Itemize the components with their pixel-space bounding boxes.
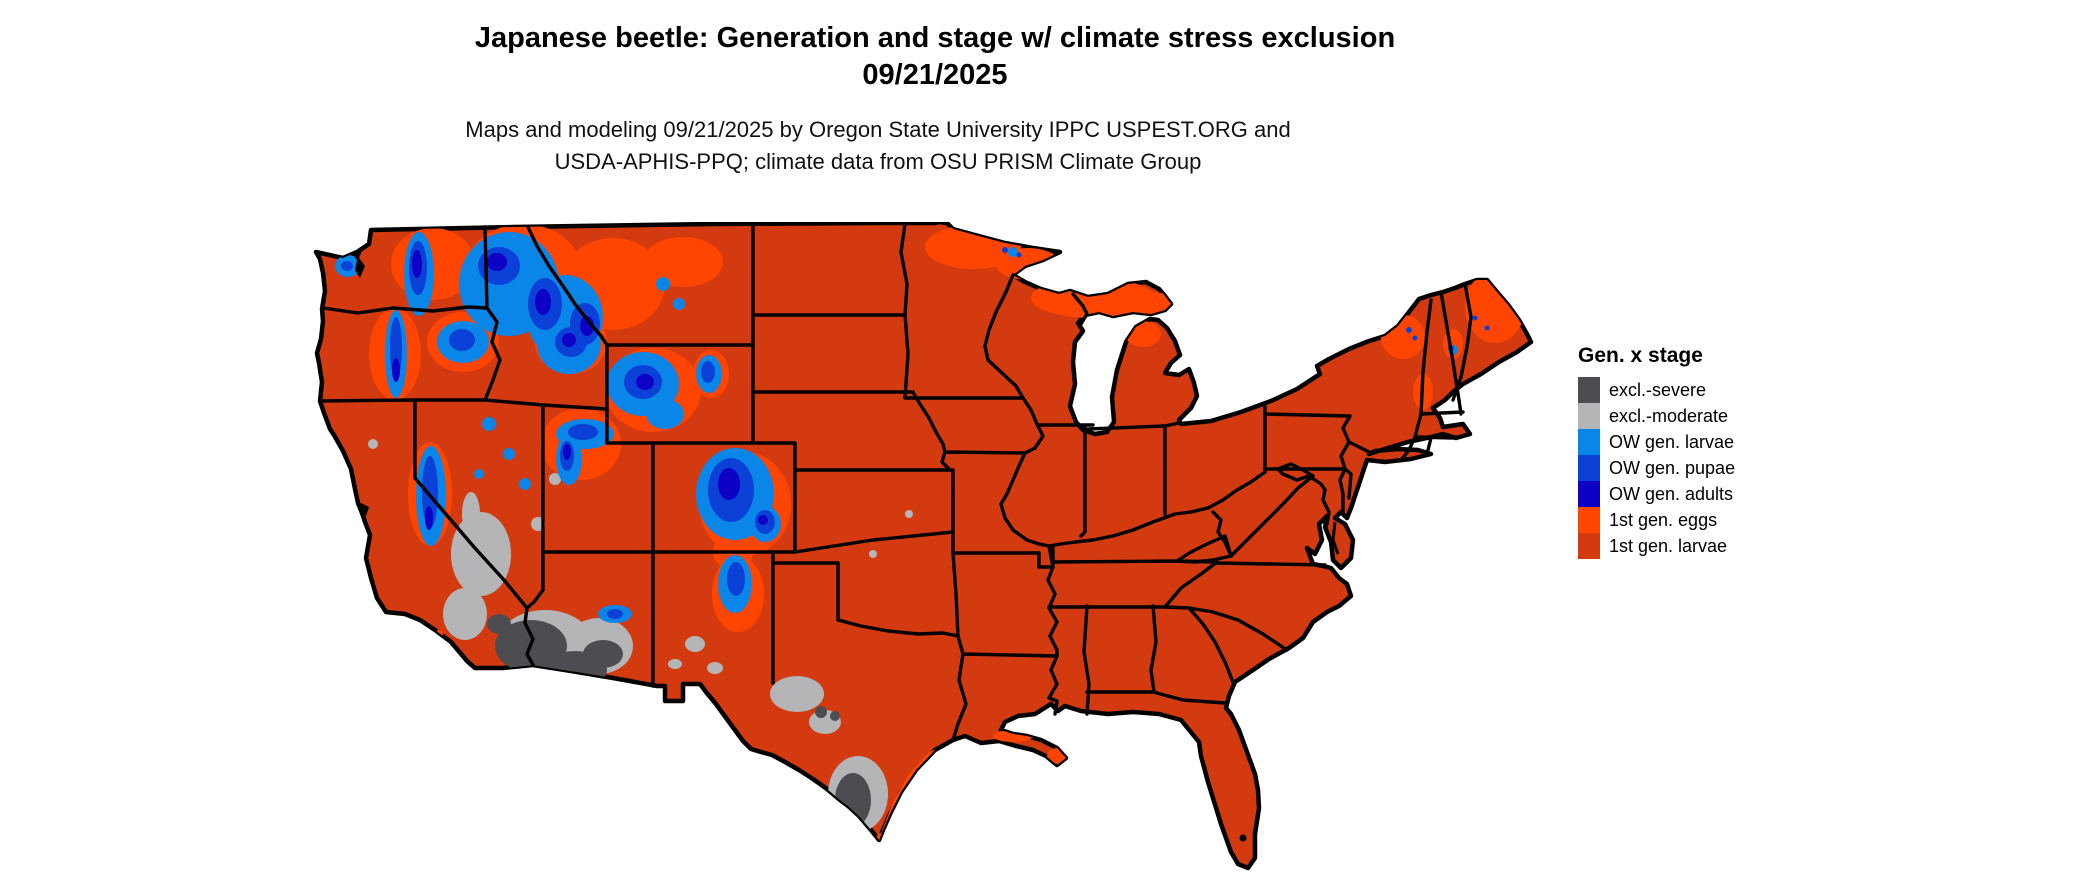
map-title-date: 09/21/2025 <box>862 59 1008 91</box>
legend-item-label: 1st gen. eggs <box>1609 510 1718 530</box>
map-subtitle: Maps and modeling 09/21/2025 by Oregon S… <box>465 114 1290 178</box>
legend-color-swatch <box>1578 429 1600 455</box>
legend-item-label: excl.-moderate <box>1609 406 1729 426</box>
legend-item: 1st gen. larvae <box>1578 533 1818 559</box>
legend-color-swatch <box>1578 481 1600 507</box>
legend-color-swatch <box>1578 403 1600 429</box>
state-borders <box>318 222 1473 742</box>
map-subtitle-line1: Maps and modeling 09/21/2025 by Oregon S… <box>465 117 1291 142</box>
legend-color-swatch <box>1578 507 1600 533</box>
legend-item-label: excl.-severe <box>1609 380 1707 400</box>
legend-item: excl.-moderate <box>1578 403 1818 429</box>
us-map-svg <box>313 222 1534 871</box>
legend-item: OW gen. larvae <box>1578 429 1818 455</box>
map-subtitle-line2: USDA-APHIS-PPQ; climate data from OSU PR… <box>554 149 1202 174</box>
legend-item-label: 1st gen. larvae <box>1609 536 1728 556</box>
legend-color-swatch <box>1578 455 1600 481</box>
us-risk-map <box>313 222 1563 882</box>
legend-item-label: OW gen. larvae <box>1609 432 1735 452</box>
lake-okeechobee <box>1239 834 1247 842</box>
legend-item-label: OW gen. pupae <box>1609 458 1736 478</box>
patches-ow-adults <box>392 250 768 530</box>
legend-rows: excl.-severe excl.-moderate OW gen. larv… <box>1578 377 1818 559</box>
legend-item: OW gen. adults <box>1578 481 1818 507</box>
legend-item: 1st gen. eggs <box>1578 507 1818 533</box>
legend-color-swatch <box>1578 533 1600 559</box>
map-title: Japanese beetle: Generation and stage w/… <box>475 20 1395 94</box>
legend-item: excl.-severe <box>1578 377 1818 403</box>
legend-color-swatch <box>1578 377 1600 403</box>
legend-title: Gen. x stage <box>1578 344 1703 367</box>
san-francisco-bay <box>360 503 369 516</box>
legend-item: OW gen. pupae <box>1578 455 1818 481</box>
legend-item-label: OW gen. adults <box>1609 484 1734 504</box>
legend: Gen. x stage excl.-severe excl.-moderate… <box>1578 344 1818 559</box>
map-title-line1: Japanese beetle: Generation and stage w/… <box>474 22 1396 54</box>
